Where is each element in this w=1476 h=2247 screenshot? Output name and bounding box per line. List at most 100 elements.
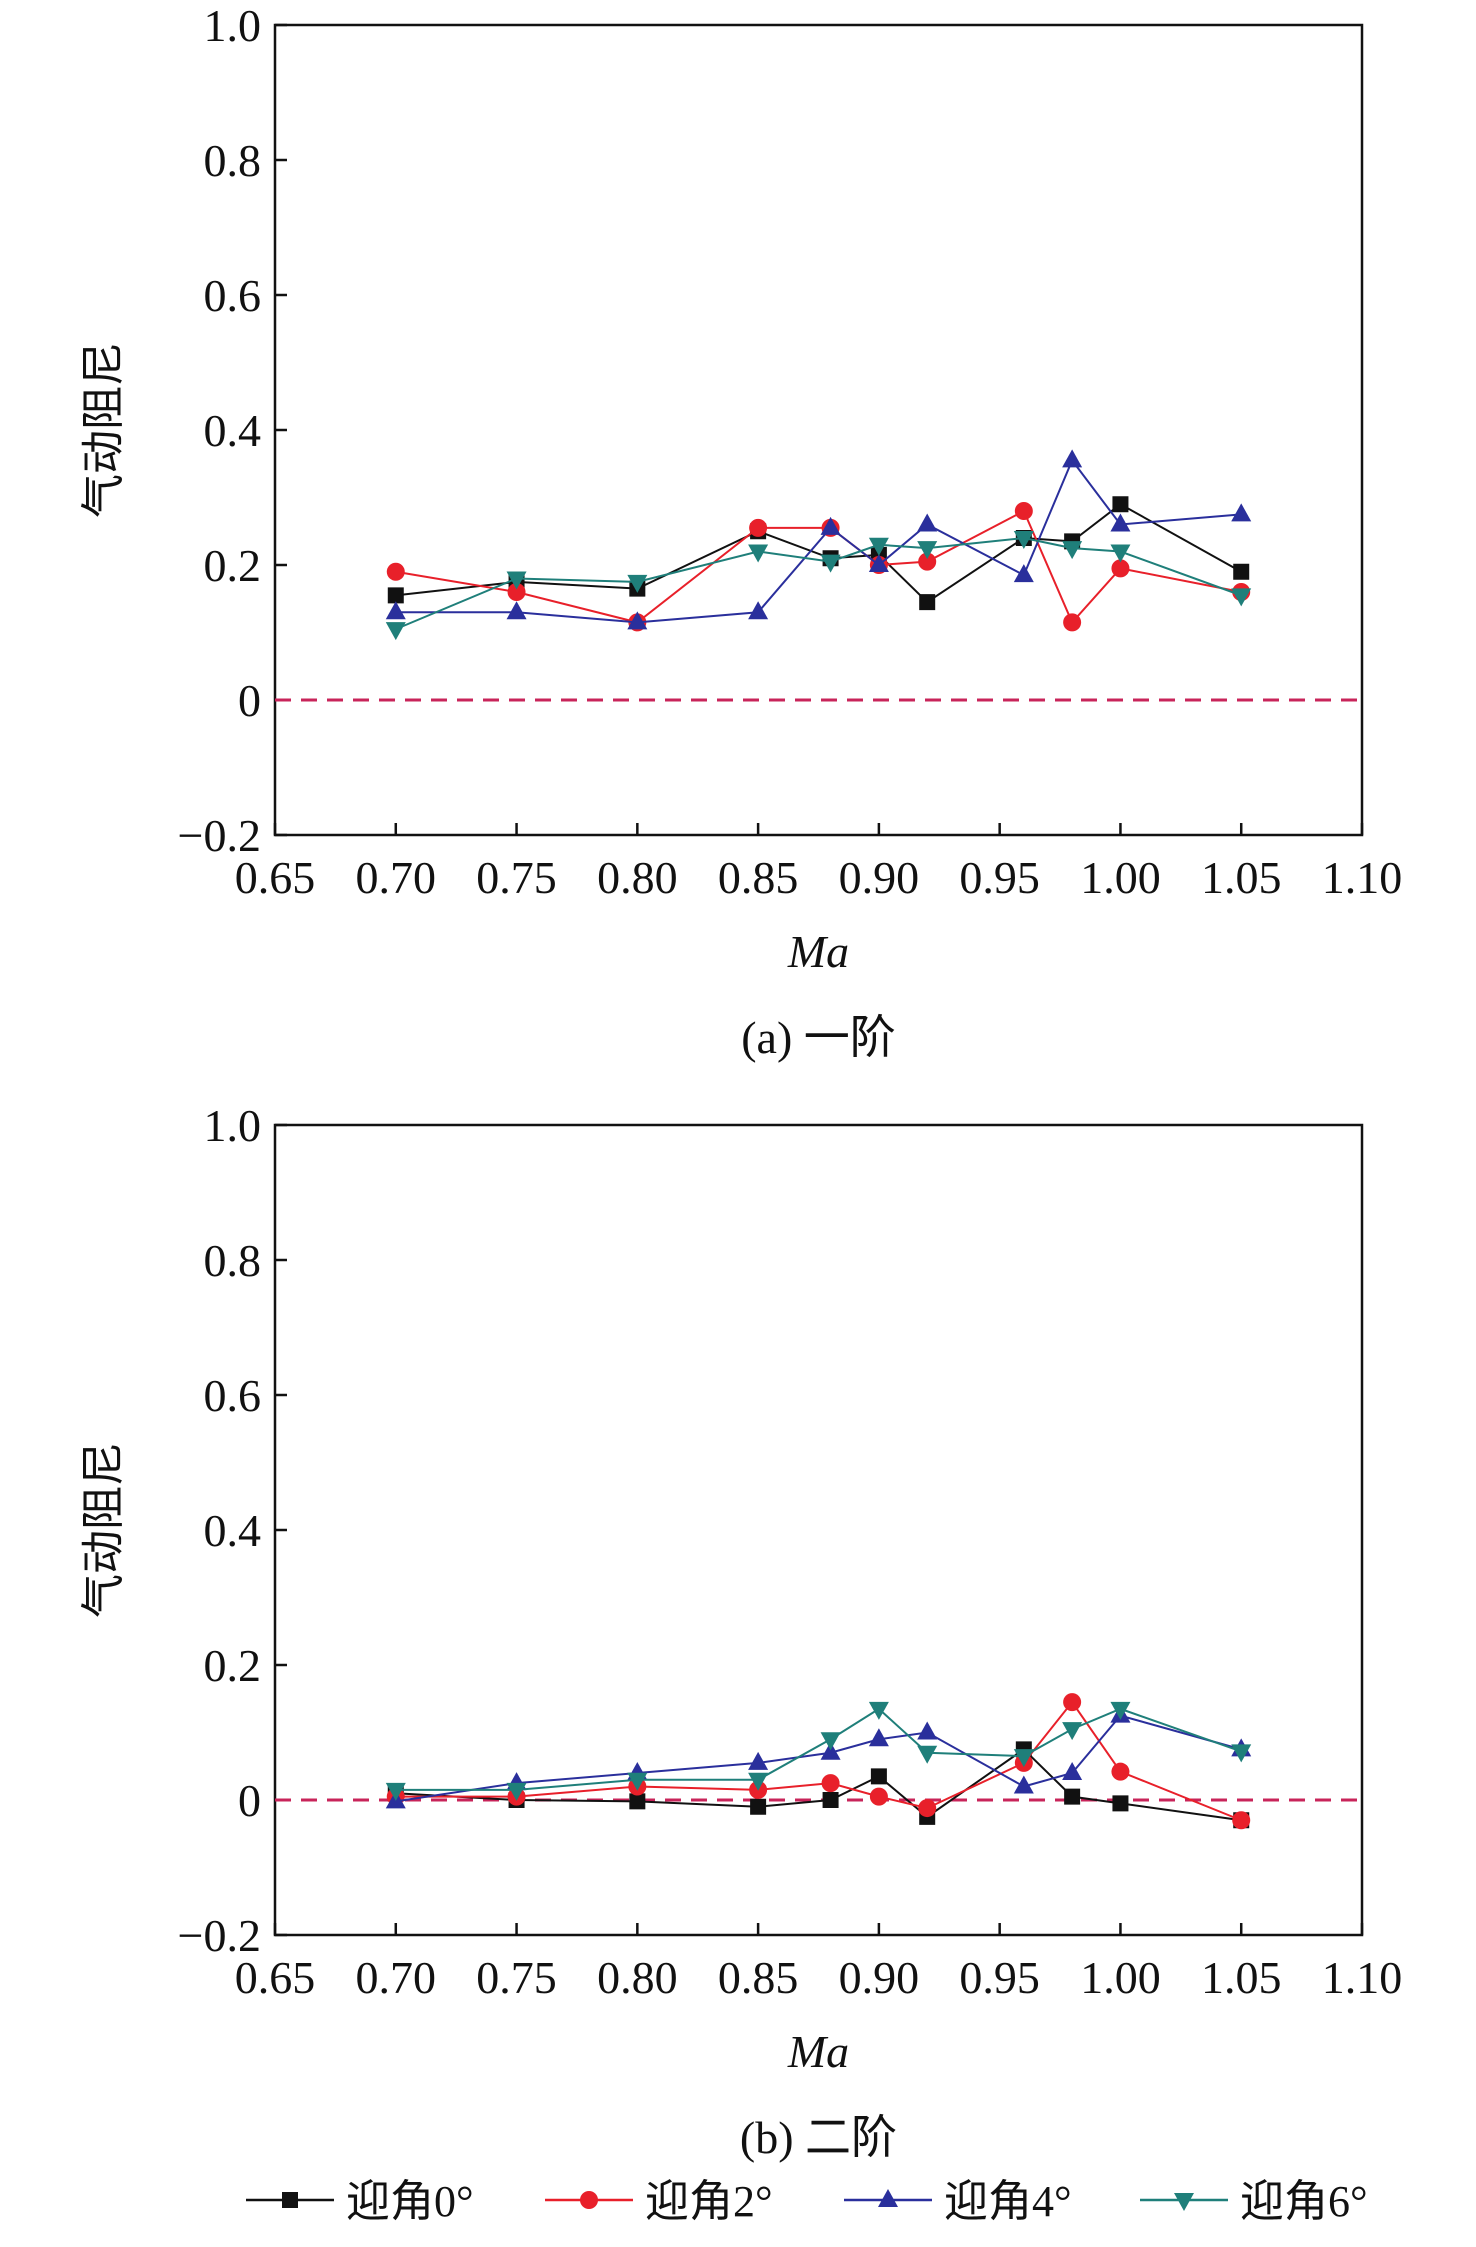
plot-frame	[273, 23, 1364, 837]
panel-caption: (a) 一阶	[741, 1012, 896, 1063]
y-tick-label: 0.6	[204, 270, 262, 321]
data-point	[1110, 1701, 1131, 1720]
x-tick-label: 0.95	[959, 852, 1040, 903]
y-tick-label: 0.2	[204, 540, 262, 591]
chart-panel-b: −0.2 0 0.2 0.4 0.6 0.8 1.0 0.65 0.70 0.75 0.80 0.85…	[78, 1100, 1402, 2163]
x-tick-label: 0.80	[597, 1952, 678, 2003]
data-point	[386, 562, 405, 581]
data-point	[1013, 1775, 1034, 1794]
data-point	[1110, 513, 1131, 532]
data-point	[507, 583, 526, 601]
y-tick-label: 1.0	[204, 1100, 262, 1151]
data-point	[1231, 503, 1252, 522]
x-tick-label: 1.00	[1080, 1952, 1161, 2003]
series-3	[385, 531, 1252, 641]
data-point	[918, 552, 937, 571]
data-point	[748, 1772, 769, 1791]
x-tick-label: 1.05	[1201, 852, 1282, 903]
legend-marker	[1174, 2193, 1194, 2211]
data-point	[627, 574, 648, 593]
data-point	[387, 587, 404, 604]
panel-caption: (b) 二阶	[740, 2112, 897, 2163]
data-point	[869, 1787, 888, 1806]
data-point	[1111, 1762, 1130, 1781]
x-tick-label: 0.70	[356, 1952, 437, 2003]
data-point	[1233, 563, 1250, 580]
data-point	[1013, 1749, 1034, 1768]
data-point	[1111, 559, 1130, 578]
y-axis-label: 气动阻尼	[78, 342, 129, 518]
x-tick-label: 0.90	[839, 1952, 920, 2003]
data-point	[822, 1792, 839, 1808]
data-point	[627, 1772, 648, 1791]
legend-item: 迎角0°	[246, 2177, 474, 2226]
data-point	[868, 1728, 889, 1747]
y-tick-label: 0.4	[204, 405, 262, 456]
x-tick-label: 0.85	[718, 1952, 799, 2003]
data-point	[385, 1782, 406, 1801]
legend: 迎角0° 迎角2° 迎角4° 迎角6°	[246, 2177, 1368, 2226]
data-point	[917, 1721, 938, 1740]
x-tick-label: 1.00	[1080, 852, 1161, 903]
data-point	[870, 1768, 887, 1785]
data-point	[1232, 1811, 1251, 1830]
y-tick-label: 0.8	[204, 1235, 262, 1286]
data-point	[1110, 544, 1131, 563]
x-tick-label: 0.90	[839, 852, 920, 903]
x-tick-label: 0.85	[718, 852, 799, 903]
data-point	[820, 1741, 841, 1760]
y-tick-label: 0.8	[204, 135, 262, 186]
y-tick-label: 0	[238, 1775, 261, 1826]
legend-label: 迎角6°	[1240, 2177, 1368, 2226]
y-tick-label: 0.6	[204, 1370, 262, 1421]
x-tick-label: 0.80	[597, 852, 678, 903]
y-axis-label: 气动阻尼	[78, 1442, 129, 1618]
data-point	[506, 601, 527, 620]
x-tick-label: 0.65	[235, 1952, 316, 2003]
series-3	[385, 1701, 1252, 1801]
data-point	[1013, 531, 1034, 549]
x-tick-label: 0.65	[235, 852, 316, 903]
x-tick-label: 0.75	[476, 852, 557, 903]
data-point	[917, 541, 938, 560]
data-point	[1064, 1788, 1081, 1805]
data-point	[1063, 613, 1082, 632]
data-point	[919, 594, 936, 611]
legend-item: 迎角6°	[1140, 2177, 1368, 2226]
data-point	[868, 554, 889, 572]
x-tick-label: 0.95	[959, 1952, 1040, 2003]
legend-marker	[282, 2192, 298, 2208]
data-point	[918, 1799, 937, 1818]
data-point	[1112, 1795, 1129, 1812]
data-point	[821, 1774, 840, 1793]
data-point	[1062, 541, 1083, 560]
x-tick-label: 0.70	[356, 852, 437, 903]
data-point	[1112, 496, 1129, 513]
data-point	[820, 1732, 841, 1751]
data-point	[1013, 564, 1034, 583]
data-point	[627, 611, 648, 630]
legend-label: 迎角4°	[944, 2177, 1072, 2226]
data-point	[748, 601, 769, 620]
y-tick-label: 0	[238, 675, 261, 726]
series-1	[386, 1693, 1251, 1830]
x-tick-label: 1.10	[1322, 852, 1403, 903]
y-tick-label: −0.2	[178, 1910, 261, 1961]
chart-panel-a: −0.2 0 0.2 0.4 0.6 0.8 1.0 0.65 0.70 0.75 0.80 0.85…	[78, 0, 1402, 1063]
data-point	[748, 544, 769, 563]
y-tick-label: 1.0	[204, 0, 262, 51]
legend-item: 迎角4°	[844, 2177, 1072, 2226]
x-axis-label: Ma	[787, 926, 849, 977]
data-point	[868, 537, 889, 556]
data-point	[917, 1745, 938, 1764]
series-2	[385, 449, 1252, 630]
x-tick-label: 1.10	[1322, 1952, 1403, 2003]
data-point	[1062, 1722, 1083, 1741]
data-point	[506, 1782, 527, 1801]
y-tick-label: 0.2	[204, 1640, 262, 1691]
data-point	[1231, 1744, 1252, 1763]
y-tick-label: 0.4	[204, 1505, 262, 1556]
x-tick-label: 0.75	[476, 1952, 557, 2003]
data-point	[748, 1751, 769, 1770]
data-point	[385, 622, 406, 641]
